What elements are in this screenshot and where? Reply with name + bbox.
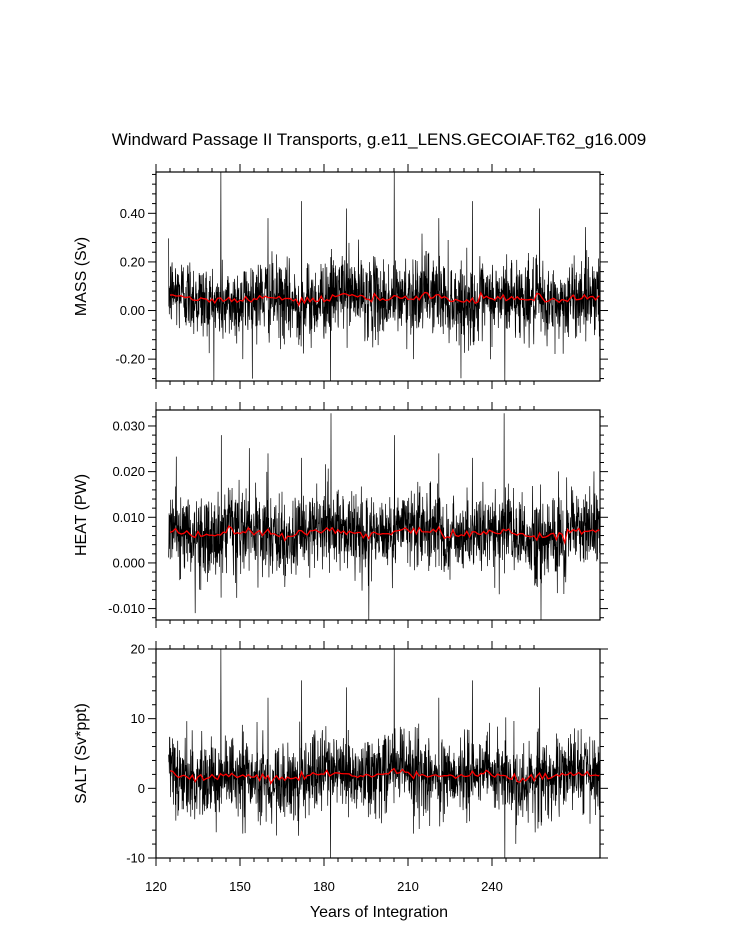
y-tick-label: 0.00 [120, 303, 145, 318]
x-tick-label: 150 [229, 879, 251, 894]
annual-mean-series-line [169, 767, 600, 785]
figure-title: Windward Passage II Transports, g.e11_LE… [112, 130, 647, 149]
y-tick-label: 0.030 [112, 418, 145, 433]
x-tick-label: 210 [397, 879, 419, 894]
y-axis-title: HEAT (PW) [73, 474, 90, 556]
monthly-series-line [168, 649, 600, 858]
x-tick-label: 120 [145, 879, 167, 894]
heat-panel: -0.010 0.000 0.010 0.020 0.030 HEAT (PW) [73, 402, 608, 628]
x-tick-label: 180 [313, 879, 335, 894]
plot-frame [155, 409, 601, 621]
mass-panel: -0.20 0.00 0.20 0.40 MASS (Sv) [73, 164, 608, 389]
y-tick-label: 0.000 [112, 555, 145, 570]
y-tick-label: 0.20 [120, 254, 145, 269]
y-tick-label: -10 [126, 851, 145, 866]
monthly-series-line [168, 413, 600, 620]
annual-mean-series-line [169, 525, 600, 546]
annual-mean-series-line [169, 291, 600, 307]
x-tick-label: 240 [481, 879, 503, 894]
y-tick-label: -0.010 [108, 601, 145, 616]
y-tick-label: 0.010 [112, 510, 145, 525]
y-axis-title: SALT (Sv*ppt) [73, 703, 90, 804]
x-axis: 120 150 180 210 240 [145, 879, 503, 894]
plot-frame [155, 648, 601, 859]
y-tick-label: 0.40 [120, 206, 145, 221]
salt-panel: -10 0 10 20 SALT (Sv*ppt) [73, 641, 608, 866]
y-tick-label: 20 [131, 642, 145, 657]
plot-frame [155, 171, 601, 382]
y-tick-label: -0.20 [115, 352, 145, 367]
y-tick-label: 10 [131, 711, 145, 726]
y-axis-title: MASS (Sv) [73, 237, 90, 316]
monthly-series-line [168, 172, 600, 381]
y-tick-label: 0 [138, 781, 145, 796]
y-tick-label: 0.020 [112, 464, 145, 479]
x-axis-title: Years of Integration [310, 904, 448, 921]
